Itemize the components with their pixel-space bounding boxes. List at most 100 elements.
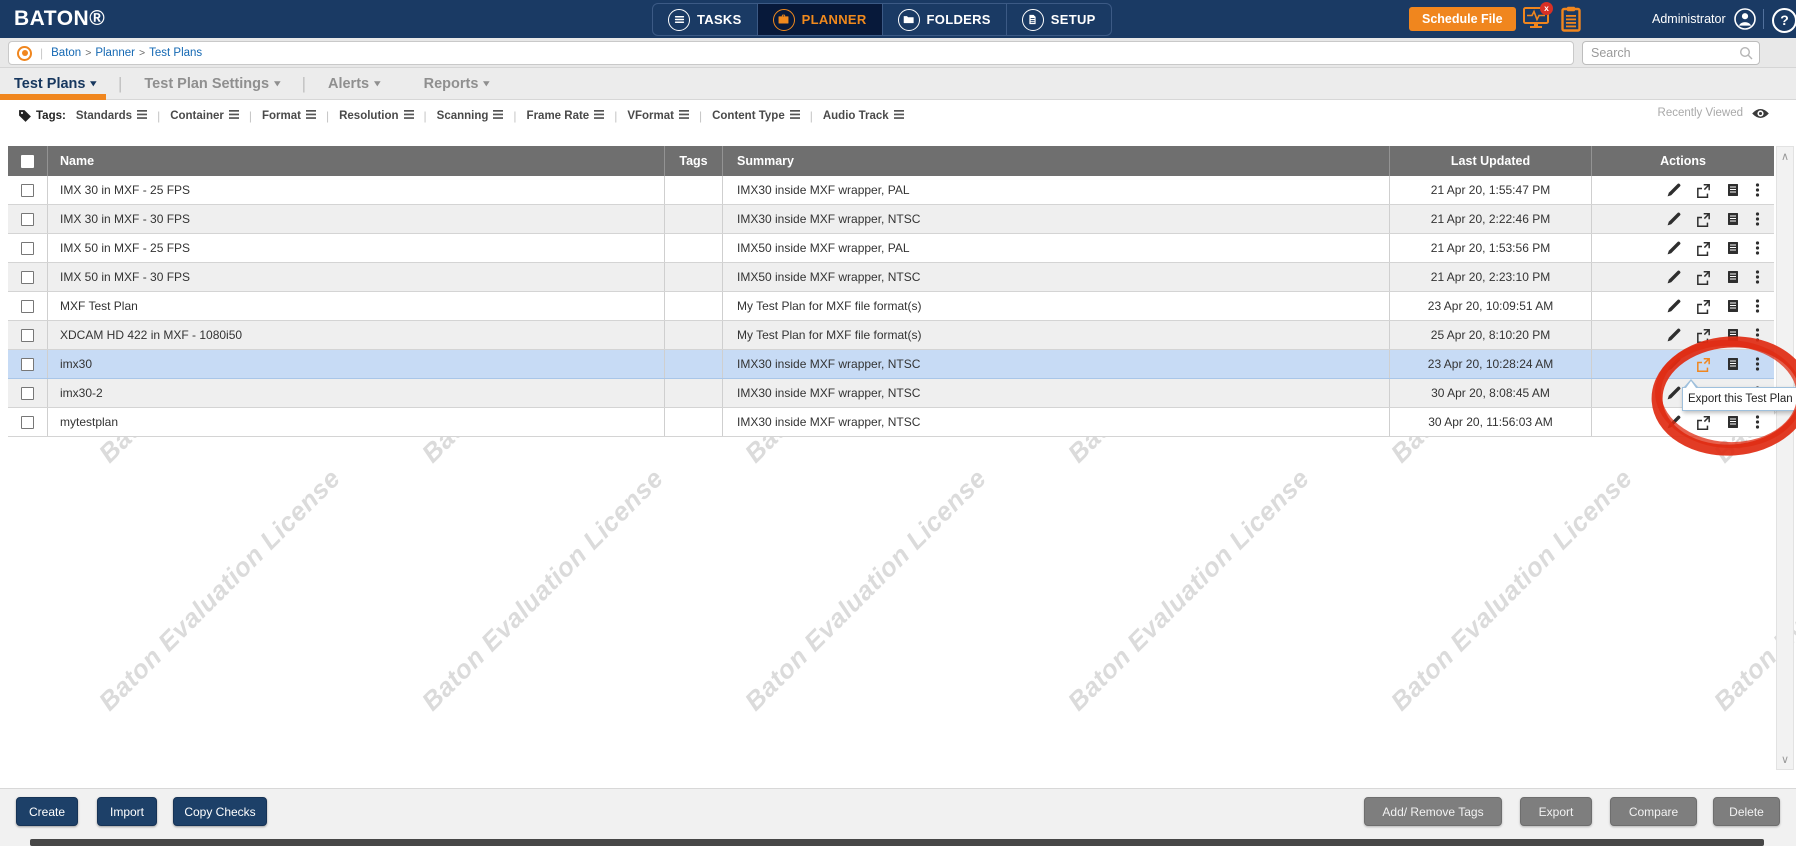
monitor-status-icon[interactable]: x <box>1523 2 1553 32</box>
tag-filter-frame-rate[interactable]: Frame Rate <box>527 110 605 122</box>
cell-summary: My Test Plan for MXF file format(s) <box>723 321 1390 349</box>
help-icon[interactable]: ? <box>1772 8 1796 33</box>
column-header-last-updated: Last Updated <box>1390 146 1592 176</box>
breadcrumb-link-planner[interactable]: Planner <box>95 47 135 59</box>
edit-icon[interactable] <box>1667 299 1681 313</box>
table-row[interactable]: imx30 IMX30 inside MXF wrapper, NTSC 23 Ap… <box>8 350 1774 379</box>
table-row[interactable]: IMX 50 in MXF - 30 FPS IMX50 inside MXF w… <box>8 263 1774 292</box>
export-icon[interactable] <box>1696 357 1711 372</box>
breadcrumb-link-test-plans[interactable]: Test Plans <box>149 47 203 59</box>
row-checkbox[interactable] <box>21 212 34 226</box>
cell-name: imx30 <box>48 350 665 378</box>
nav-item-setup[interactable]: SETUP <box>1005 4 1111 35</box>
row-checkbox[interactable] <box>21 183 34 197</box>
more-icon[interactable] <box>1755 415 1760 429</box>
more-icon[interactable] <box>1755 212 1760 226</box>
table-row[interactable]: XDCAM HD 422 in MXF - 1080i50 My Test Pla… <box>8 321 1774 350</box>
document-icon[interactable] <box>1726 299 1740 313</box>
table-row[interactable]: IMX 30 in MXF - 25 FPS IMX30 inside MXF w… <box>8 176 1774 205</box>
table-row[interactable]: MXF Test Plan My Test Plan for MXF file f… <box>8 292 1774 321</box>
cell-name: IMX 30 in MXF - 30 FPS <box>48 205 665 233</box>
edit-icon[interactable] <box>1667 183 1681 197</box>
import-button[interactable]: Import <box>97 797 157 826</box>
table-row[interactable]: mytestplan IMX30 inside MXF wrapper, NTSC… <box>8 408 1774 437</box>
more-icon[interactable] <box>1755 183 1760 197</box>
more-icon[interactable] <box>1755 270 1760 284</box>
export-icon[interactable] <box>1696 183 1711 198</box>
document-icon[interactable] <box>1726 241 1740 255</box>
export-button[interactable]: Export <box>1520 797 1592 826</box>
cell-name: mytestplan <box>48 408 665 436</box>
tab-reports[interactable]: Reports ▾ <box>423 75 490 92</box>
tag-filter-vformat[interactable]: VFormat <box>627 110 689 122</box>
export-icon[interactable] <box>1696 212 1711 227</box>
add-remove-tags-button[interactable]: Add/ Remove Tags <box>1364 797 1502 826</box>
export-icon[interactable] <box>1696 415 1711 430</box>
copy-checks-button[interactable]: Copy Checks <box>173 797 267 826</box>
export-icon[interactable] <box>1696 270 1711 285</box>
vertical-scrollbar[interactable]: ∧ ∨ <box>1776 146 1794 770</box>
edit-icon[interactable] <box>1667 328 1681 342</box>
more-icon[interactable] <box>1755 328 1760 342</box>
row-checkbox[interactable] <box>21 357 34 371</box>
document-icon[interactable] <box>1726 270 1740 284</box>
edit-icon[interactable] <box>1667 386 1681 400</box>
row-checkbox[interactable] <box>21 415 34 429</box>
row-checkbox[interactable] <box>21 386 34 400</box>
search-icon[interactable] <box>1739 46 1753 60</box>
document-icon[interactable] <box>1726 183 1740 197</box>
tag-filter-resolution[interactable]: Resolution <box>339 110 414 122</box>
edit-icon[interactable] <box>1667 212 1681 226</box>
more-icon[interactable] <box>1755 299 1760 313</box>
clipboard-icon[interactable] <box>1561 6 1581 32</box>
edit-icon[interactable] <box>1667 415 1681 429</box>
tag-filter-audio-track[interactable]: Audio Track <box>823 110 904 122</box>
compare-button[interactable]: Compare <box>1610 797 1697 826</box>
evaluation-watermark: Baton Evaluation License <box>1061 462 1316 717</box>
document-icon[interactable] <box>1726 357 1740 371</box>
eye-icon[interactable] <box>1751 107 1770 120</box>
user-avatar-icon[interactable] <box>1734 8 1756 30</box>
nav-item-planner[interactable]: PLANNER <box>756 4 882 35</box>
more-icon[interactable] <box>1755 241 1760 255</box>
tag-filter-standards[interactable]: Standards <box>76 110 148 122</box>
row-checkbox[interactable] <box>21 328 34 342</box>
edit-icon[interactable] <box>1667 241 1681 255</box>
tab-alerts[interactable]: Alerts ▾ <box>327 75 381 92</box>
row-checkbox[interactable] <box>21 299 34 313</box>
cell-tags <box>665 205 723 233</box>
nav-item-tasks[interactable]: TASKS <box>653 4 757 35</box>
table-row[interactable]: IMX 30 in MXF - 30 FPS IMX30 inside MXF w… <box>8 205 1774 234</box>
tag-filter-format[interactable]: Format <box>262 110 316 122</box>
export-icon[interactable] <box>1696 328 1711 343</box>
hamburger-icon <box>678 110 689 122</box>
tag-filter-content-type[interactable]: Content Type <box>712 110 800 122</box>
scroll-up-icon[interactable]: ∧ <box>1780 151 1790 163</box>
delete-button[interactable]: Delete <box>1713 797 1780 826</box>
row-checkbox[interactable] <box>21 241 34 255</box>
document-icon[interactable] <box>1726 415 1740 429</box>
export-icon[interactable] <box>1696 241 1711 256</box>
monitor-badge: x <box>1540 2 1553 15</box>
schedule-file-button[interactable]: Schedule File <box>1409 7 1516 31</box>
cell-last-updated: 23 Apr 20, 10:09:51 AM <box>1390 292 1592 320</box>
edit-icon[interactable] <box>1667 270 1681 284</box>
more-icon[interactable] <box>1755 357 1760 371</box>
nav-item-folders[interactable]: FOLDERS <box>881 4 1006 35</box>
search-input[interactable] <box>1583 42 1739 64</box>
document-icon[interactable] <box>1726 328 1740 342</box>
edit-icon[interactable] <box>1667 357 1681 371</box>
tab-test-plans[interactable]: Test Plans ▾ <box>14 75 97 92</box>
export-icon[interactable] <box>1696 299 1711 314</box>
breadcrumb-link-baton[interactable]: Baton <box>51 47 82 59</box>
row-checkbox[interactable] <box>21 270 34 284</box>
table-row[interactable]: IMX 50 in MXF - 25 FPS IMX50 inside MXF w… <box>8 234 1774 263</box>
tag-filter-container[interactable]: Container <box>170 110 239 122</box>
table-row[interactable]: imx30-2 IMX30 inside MXF wrapper, NTSC 30 … <box>8 379 1774 408</box>
document-icon[interactable] <box>1726 212 1740 226</box>
select-all-checkbox[interactable] <box>21 154 34 168</box>
tab-test-plan-settings[interactable]: Test Plan Settings ▾ <box>144 75 281 92</box>
scroll-down-icon[interactable]: ∨ <box>1780 754 1790 766</box>
tag-filter-scanning[interactable]: Scanning <box>437 110 504 122</box>
create-button[interactable]: Create <box>16 797 78 826</box>
